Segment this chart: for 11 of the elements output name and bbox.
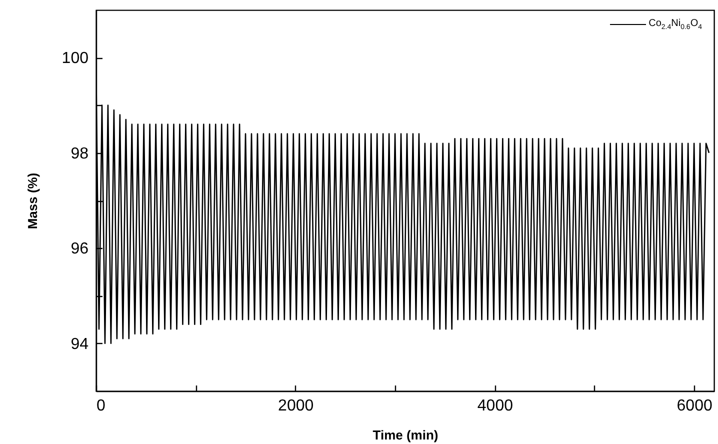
y-tick-label: 100 [62, 50, 89, 68]
x-tick-label: 0 [96, 398, 106, 414]
legend-label: Co$_{2.4}$Ni$_{0.6}$O$_{4}$ [648, 18, 702, 31]
x-tick-label: 2000 [278, 398, 314, 414]
x-axis-title: Time (min) [372, 428, 438, 442]
y-tick-label: 94 [70, 336, 89, 353]
y-axis-title: Mass (%) [24, 172, 40, 230]
x-tick-label: 6000 [676, 398, 712, 414]
y-tick-label: 98 [70, 145, 89, 162]
y-tick-label: 96 [70, 240, 89, 258]
x-tick-label: 4000 [477, 398, 514, 414]
